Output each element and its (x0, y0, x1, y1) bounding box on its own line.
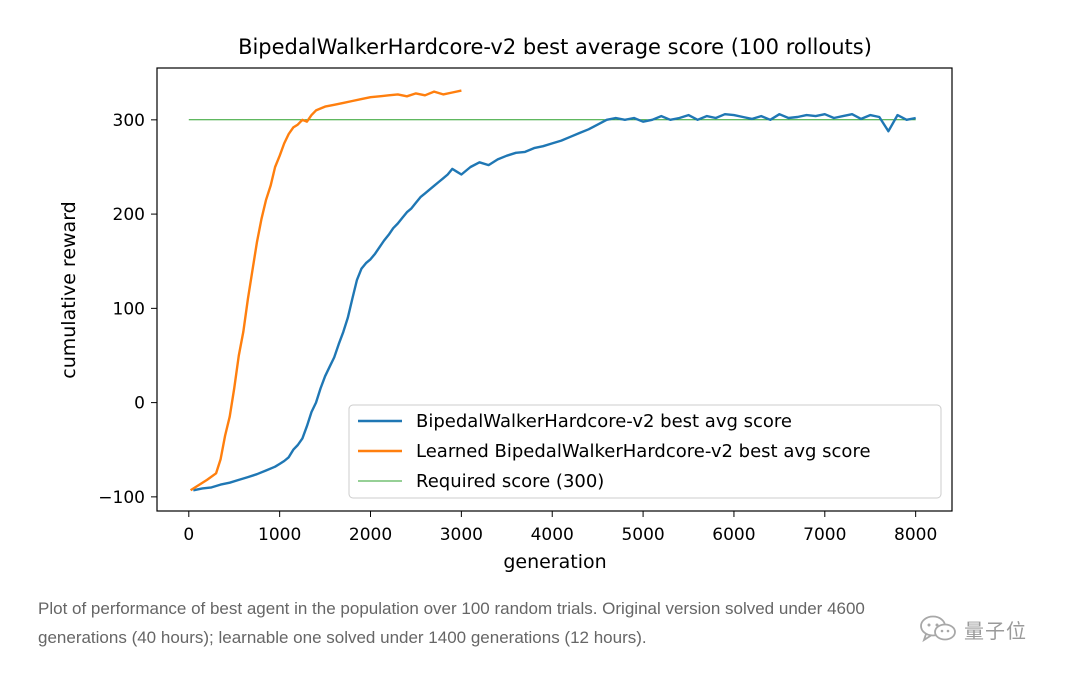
x-tick-label: 1000 (258, 525, 301, 545)
series-line-0 (193, 112, 916, 492)
series-line-1 (189, 89, 462, 492)
plot-lines (188, 89, 916, 492)
wechat-icon (920, 615, 956, 643)
figure-caption: Plot of performance of best agent in the… (38, 594, 1038, 652)
y-tick-label: 100 (113, 299, 145, 319)
x-tick-label: 0 (183, 525, 194, 545)
x-axis-label: generation (503, 551, 606, 573)
legend-label: Learned BipedalWalkerHardcore-v2 best av… (416, 441, 871, 462)
x-tick-label: 8000 (894, 525, 937, 545)
legend-label: BipedalWalkerHardcore-v2 best avg score (416, 411, 792, 432)
y-tick-label: 0 (134, 394, 145, 414)
caption-line-1: Plot of performance of best agent in the… (38, 599, 865, 618)
x-tick-label: 7000 (803, 525, 846, 545)
chart: BipedalWalkerHardcore-v2 best average sc… (58, 35, 953, 573)
x-tick-label: 5000 (621, 525, 664, 545)
y-tick-label: −100 (98, 488, 145, 508)
legend-box (348, 404, 942, 499)
caption-line-2: generations (40 hours); learnable one so… (38, 628, 647, 647)
y-axis: −100 0 100 200 300 (98, 111, 157, 508)
x-axis: 0 1000 2000 3000 4000 5000 6000 7000 8000 (183, 511, 937, 545)
plot-frame (156, 67, 953, 512)
watermark-text: 量子位 (964, 618, 1027, 643)
x-tick-label: 4000 (531, 525, 574, 545)
y-tick-label: 300 (113, 111, 145, 131)
watermark: 量子位 (918, 614, 1027, 644)
legend-label: Required score (300) (416, 471, 604, 492)
x-tick-label: 2000 (349, 525, 392, 545)
chart-title: BipedalWalkerHardcore-v2 best average sc… (238, 35, 872, 59)
y-axis-label: cumulative reward (58, 201, 80, 378)
legend: BipedalWalkerHardcore-v2 best avg score L… (348, 404, 942, 499)
x-tick-label: 6000 (712, 525, 755, 545)
y-tick-label: 200 (113, 205, 145, 225)
x-tick-label: 3000 (440, 525, 483, 545)
